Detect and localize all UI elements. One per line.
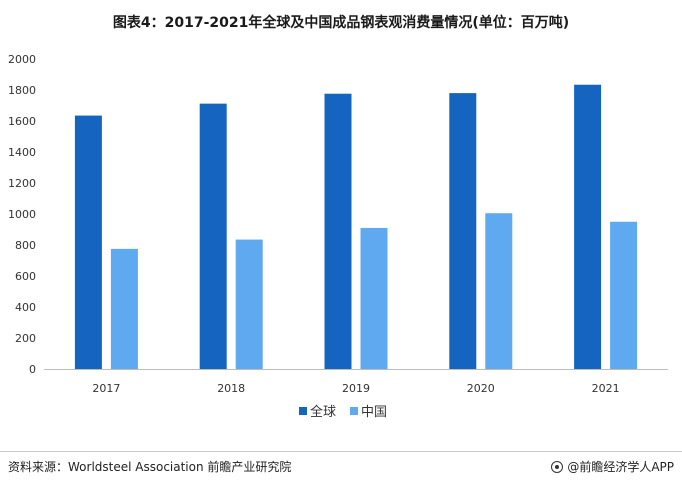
y-tick-label: 600: [15, 270, 36, 283]
bar-china-2021: [610, 221, 638, 369]
y-tick-label: 1200: [8, 177, 36, 190]
y-tick-label: 1000: [8, 208, 36, 221]
source-note: 资料来源：Worldsteel Association 前瞻产业研究院: [8, 460, 292, 474]
y-tick-label: 800: [15, 239, 36, 252]
y-tick-label: 1800: [8, 84, 36, 97]
y-tick-label: 1400: [8, 146, 36, 159]
x-tick-label: 2020: [467, 382, 495, 395]
x-tick-label: 2021: [592, 382, 620, 395]
brand-credit: @前瞻经济学人APP: [551, 458, 674, 475]
x-tick-label: 2019: [342, 382, 370, 395]
bar-global-2021: [574, 84, 602, 369]
legend-swatch-global: [299, 407, 307, 415]
legend-label-china: 中国: [361, 405, 387, 420]
legend-label-global: 全球: [310, 404, 336, 420]
bar-china-2019: [360, 227, 388, 369]
bar-china-2020: [485, 213, 513, 369]
y-tick-label: 0: [29, 363, 36, 376]
bar-global-2017: [74, 115, 102, 369]
brand-label: @前瞻经济学人APP: [567, 460, 674, 474]
chart-title: 图表4：2017-2021年全球及中国成品钢表观消费量情况(单位：百万吨): [112, 15, 570, 31]
y-tick-label: 200: [15, 332, 36, 345]
legend-swatch-china: [350, 407, 358, 415]
bar-global-2020: [449, 93, 477, 369]
brand-logo-icon: [551, 460, 564, 473]
bar-china-2018: [235, 239, 263, 369]
y-tick-label: 400: [15, 301, 36, 314]
x-tick-label: 2017: [92, 382, 120, 395]
x-tick-label: 2018: [217, 382, 245, 395]
y-tick-label: 2000: [8, 53, 36, 66]
bar-global-2018: [199, 103, 227, 369]
footer-divider: [0, 451, 682, 452]
bar-global-2019: [324, 93, 352, 369]
y-tick-label: 1600: [8, 115, 36, 128]
bar-chart: 0 200 400 600 800 1000 1200 1400 1600 1800 2000 201…: [8, 53, 668, 420]
bar-china-2017: [110, 248, 138, 369]
